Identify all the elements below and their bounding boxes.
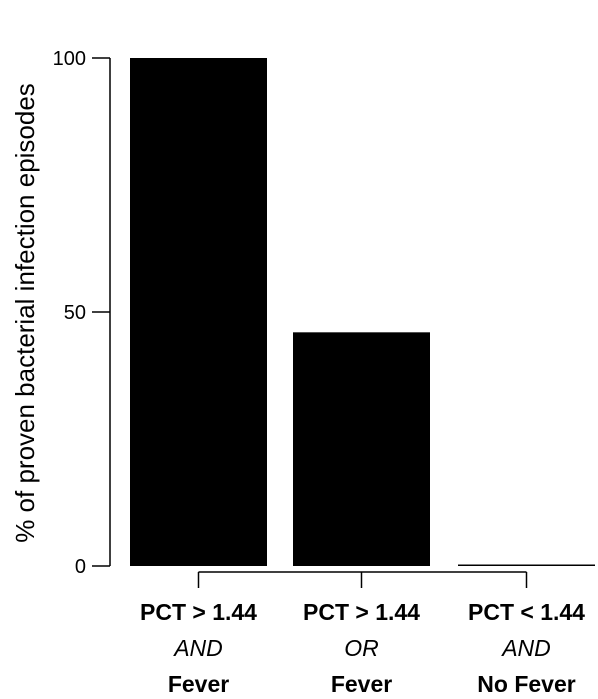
y-tick-label: 0 (75, 556, 86, 578)
bar-1 (130, 58, 267, 566)
x-tick-label-line1: PCT > 1.44 (303, 599, 420, 625)
y-tick-label: 100 (53, 48, 86, 70)
y-tick-label: 50 (64, 302, 86, 324)
x-tick-label-line3: Fever (331, 671, 392, 697)
y-axis-label: % of proven bacterial infection episodes (10, 83, 40, 543)
x-tick-label-line1: PCT > 1.44 (140, 599, 257, 625)
x-tick-label-line3: Fever (168, 671, 229, 697)
y-axis: 0 50 100 (53, 48, 111, 578)
bar-2 (293, 332, 430, 566)
x-axis: PCT > 1.44 AND Fever PCT > 1.44 OR Fever PCT <… (140, 571, 585, 697)
bar-3 (458, 564, 595, 566)
bars (130, 58, 595, 566)
x-tick-label-line2: AND (172, 635, 223, 661)
x-tick-label-line3: No Fever (477, 671, 575, 697)
x-tick-label-line2: OR (344, 635, 379, 661)
x-tick-label-line1: PCT < 1.44 (468, 599, 585, 625)
x-tick-label-line2: AND (500, 635, 551, 661)
